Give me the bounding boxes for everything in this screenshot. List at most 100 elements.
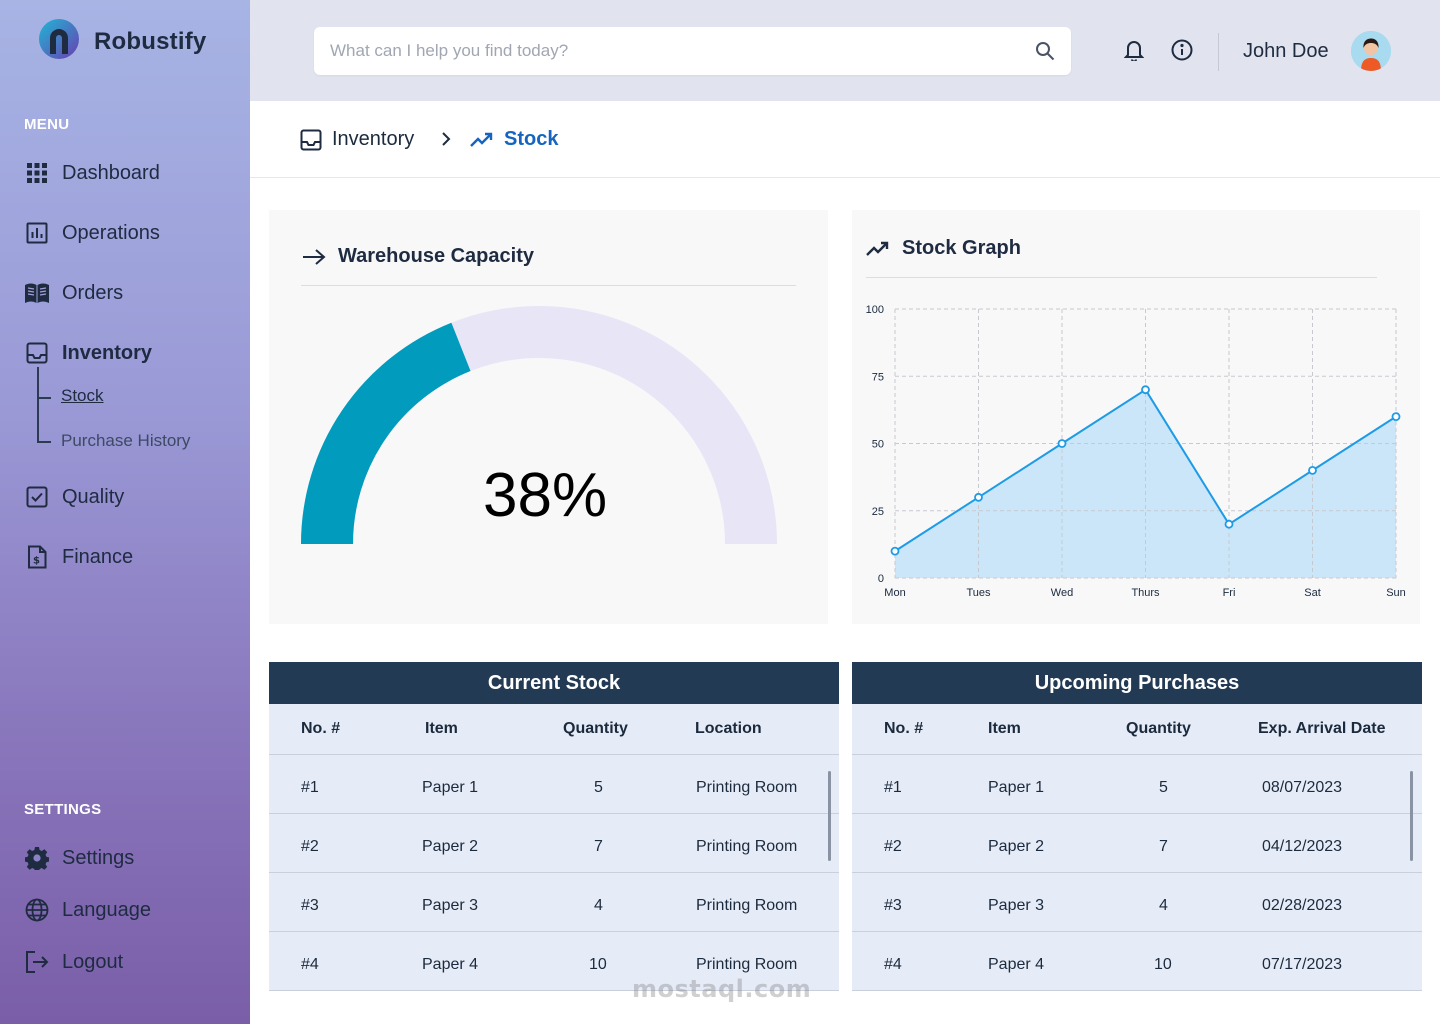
cell-quantity: 10 — [589, 956, 607, 973]
robustify-logo-icon — [38, 18, 80, 65]
search-input[interactable] — [330, 41, 1035, 61]
x-tick-label: Sat — [1304, 587, 1321, 599]
cell-quantity: 10 — [1154, 956, 1172, 973]
table-row[interactable]: #3 Paper 3 4 02/28/2023 — [852, 873, 1422, 932]
cell-quantity: 4 — [594, 897, 603, 914]
data-point — [974, 492, 983, 502]
top-bar: John Doe — [250, 0, 1440, 101]
table-row[interactable]: #2 Paper 2 7 Printing Room — [269, 814, 839, 873]
sidebar-item-dashboard[interactable]: Dashboard — [24, 160, 160, 186]
data-point — [890, 546, 900, 556]
search-box[interactable] — [314, 27, 1071, 75]
cell-item: Paper 4 — [988, 956, 1045, 973]
sidebar-item-label: Finance — [62, 545, 134, 568]
grid-icon — [24, 160, 50, 186]
card-title-text: Stock Graph — [902, 237, 1021, 259]
sidebar-item-label: Language — [62, 898, 151, 921]
sidebar-item-label: Logout — [62, 950, 124, 973]
sidebar-item-quality[interactable]: Quality — [24, 484, 124, 510]
table-row[interactable]: #1 Paper 1 5 Printing Room — [269, 755, 839, 814]
y-tick-label: 25 — [872, 506, 884, 518]
column-header[interactable]: Quantity — [1126, 720, 1191, 737]
sidebar: Robustify MENU Dashboard Operations — [0, 0, 250, 1024]
brand[interactable]: Robustify — [38, 18, 206, 65]
column-header[interactable]: No. # — [884, 720, 924, 737]
globe-icon — [24, 897, 50, 923]
bell-icon[interactable] — [1122, 38, 1146, 62]
column-header[interactable]: Quantity — [563, 720, 628, 737]
sidebar-item-inventory[interactable]: Inventory — [24, 340, 152, 366]
upcoming-purchases-table: Upcoming Purchases No. # Item Quantity E… — [852, 662, 1422, 991]
x-tick-label: Wed — [1051, 587, 1073, 599]
capacity-gauge — [301, 306, 777, 545]
cell-quantity: 7 — [594, 838, 603, 855]
table-row[interactable]: #3 Paper 3 4 Printing Room — [269, 873, 839, 932]
tree-connector — [37, 397, 51, 399]
table-scrollbar[interactable] — [1410, 771, 1413, 861]
column-header[interactable]: Exp. Arrival Date — [1258, 720, 1386, 737]
cell-item: Paper 1 — [422, 779, 479, 796]
column-header[interactable]: Location — [695, 720, 762, 737]
sidebar-item-operations[interactable]: Operations — [24, 220, 160, 246]
search-icon[interactable] — [1035, 41, 1055, 61]
data-point — [1057, 439, 1067, 448]
column-header[interactable]: No. # — [301, 720, 341, 737]
breadcrumb-stock[interactable]: Stock — [470, 128, 558, 151]
tree-connector — [37, 367, 39, 443]
column-header[interactable]: Item — [988, 720, 1021, 737]
y-tick-label: 0 — [878, 573, 884, 585]
table-title: Upcoming Purchases — [852, 662, 1422, 704]
bar-chart-icon — [24, 220, 50, 246]
sidebar-item-finance[interactable]: $ Finance — [24, 544, 133, 570]
sidebar-item-orders[interactable]: Orders — [24, 280, 123, 306]
watermark: mostaql.com — [632, 975, 812, 1003]
table-row[interactable]: #4 Paper 4 10 07/17/2023 — [852, 932, 1422, 991]
arrow-right-icon — [302, 248, 326, 266]
sidebar-subitem-purchase-history[interactable]: Purchase History — [61, 431, 191, 450]
cell-arrival-date: 08/07/2023 — [1262, 779, 1343, 796]
sidebar-item-label: Dashboard — [62, 161, 160, 184]
info-icon[interactable] — [1170, 38, 1194, 62]
cell-number: #1 — [301, 779, 319, 796]
cell-number: #1 — [884, 779, 902, 796]
book-icon — [24, 280, 50, 306]
cell-item: Paper 1 — [988, 779, 1045, 796]
sidebar-item-logout[interactable]: Logout — [24, 949, 123, 975]
brand-name: Robustify — [94, 27, 207, 55]
card-title-text: Warehouse Capacity — [338, 245, 534, 267]
sidebar-item-language[interactable]: Language — [24, 897, 151, 923]
svg-text:$: $ — [33, 556, 40, 567]
menu-section-label: MENU — [24, 116, 70, 133]
sidebar-item-label: Quality — [62, 485, 125, 508]
cell-number: #4 — [301, 956, 319, 973]
gauge-fill — [301, 322, 471, 545]
table-row[interactable]: #1 Paper 1 5 08/07/2023 — [852, 755, 1422, 814]
table-row[interactable]: #2 Paper 2 7 04/12/2023 — [852, 814, 1422, 873]
data-point — [1141, 385, 1150, 395]
cell-item: Paper 2 — [988, 838, 1045, 855]
x-tick-label: Thurs — [1131, 587, 1160, 599]
table-scrollbar[interactable] — [828, 771, 831, 861]
x-tick-label: Fri — [1223, 587, 1236, 599]
trending-up-icon — [470, 132, 494, 148]
cell-number: #2 — [884, 838, 902, 855]
inbox-icon — [300, 129, 322, 151]
cell-location: Printing Room — [696, 897, 798, 914]
cell-item: Paper 2 — [422, 838, 479, 855]
cell-arrival-date: 02/28/2023 — [1262, 897, 1343, 914]
cell-item: Paper 3 — [422, 897, 479, 914]
avatar[interactable] — [1351, 31, 1391, 71]
x-tick-label: Tues — [966, 587, 991, 599]
y-tick-label: 100 — [866, 304, 884, 316]
cell-item: Paper 3 — [988, 897, 1045, 914]
table-title: Current Stock — [269, 662, 839, 704]
table-row[interactable]: #4 Paper 4 10 Printing Room — [269, 932, 839, 991]
y-tick-label: 75 — [872, 371, 884, 383]
breadcrumb-inventory[interactable]: Inventory — [300, 128, 414, 151]
sidebar-item-settings[interactable]: Settings — [24, 845, 134, 871]
cell-location: Printing Room — [696, 779, 798, 796]
logout-icon — [24, 949, 50, 975]
column-header[interactable]: Item — [425, 720, 458, 737]
sidebar-subitem-stock[interactable]: Stock — [61, 386, 104, 405]
user-name[interactable]: John Doe — [1243, 40, 1329, 62]
